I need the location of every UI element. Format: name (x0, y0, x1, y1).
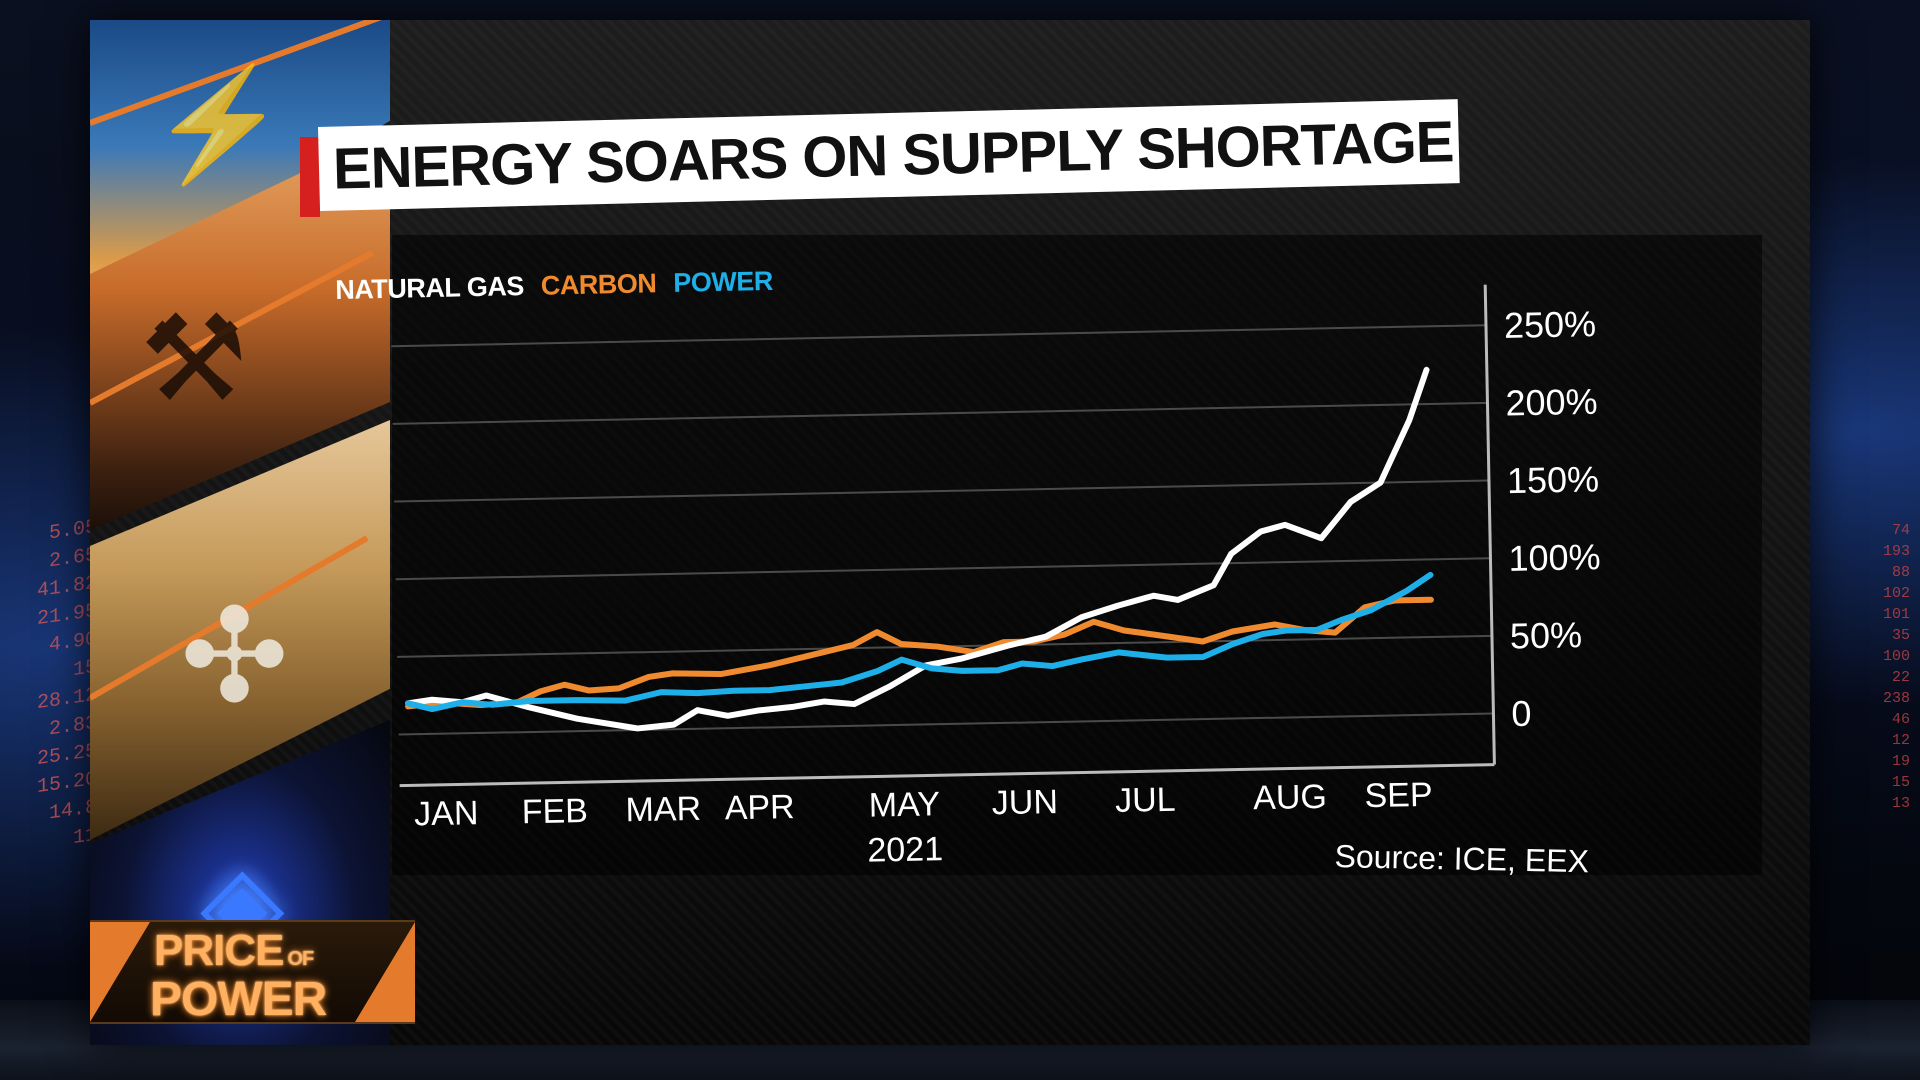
ticker-value: 35 (1891, 627, 1910, 644)
x-axis-year-label: 2021 (867, 830, 943, 869)
headline-accent-bar (300, 137, 320, 217)
photo-collage: ⚡ ⚒ ✣ ◈ (90, 20, 392, 1045)
logo-triangle-left (90, 922, 150, 1022)
ticker-value: 100 (1882, 648, 1910, 665)
y-tick-label: 50% (1510, 614, 1583, 656)
x-tick-label: MAR (625, 790, 701, 829)
ticker-value: 102 (1882, 585, 1910, 602)
x-tick-label: JUL (1115, 781, 1176, 820)
y-tick-label: 100% (1508, 536, 1601, 579)
ticker-value: 46 (1891, 711, 1910, 728)
gridline (398, 712, 1494, 736)
series-line-power (405, 571, 1434, 713)
gridline (391, 324, 1486, 348)
ticker-value: 101 (1882, 606, 1910, 623)
gridline (395, 557, 1491, 581)
ticker-value: 15 (1891, 774, 1910, 791)
x-tick-label: MAY (868, 785, 940, 824)
ticker-value: 238 (1882, 690, 1910, 707)
x-tick-label: FEB (521, 792, 588, 831)
source-note: Source: ICE, EEX (1334, 838, 1590, 880)
x-tick-label: JUN (991, 783, 1058, 822)
x-tick-label: JAN (414, 794, 479, 833)
ticker-value: 88 (1891, 564, 1910, 581)
ticker-value: 19 (1891, 753, 1910, 770)
ticker-value: 74 (1891, 522, 1910, 539)
series-line-carbon (405, 596, 1434, 710)
y-tick-label: 200% (1505, 381, 1598, 424)
y-tick-label: 0 (1511, 693, 1532, 734)
ticker-value: 193 (1882, 543, 1910, 560)
program-logo: PRICE OF POWER (90, 920, 415, 1024)
x-tick-label: SEP (1364, 776, 1433, 815)
ticker-value: 12 (1891, 732, 1910, 749)
logo-line-power: POWER (150, 973, 327, 1024)
ticker-value: 22 (1891, 669, 1910, 686)
series-line-natural-gas (405, 366, 1430, 732)
x-tick-label: APR (724, 788, 795, 827)
y-tick-label: 250% (1504, 303, 1597, 346)
pylon-icon: ⚡ (150, 63, 287, 186)
y-axis-line (1483, 284, 1496, 765)
wind-turbine-icon: ✣ (180, 583, 289, 729)
logo-triangle-right (355, 922, 415, 1022)
ticker-value: 13 (1891, 795, 1910, 812)
gridline (394, 479, 1489, 503)
x-tick-label: AUG (1253, 778, 1327, 817)
logo-line-price: PRICE OF (154, 926, 314, 975)
pumpjack-icon: ⚒ (140, 292, 248, 426)
x-axis-line (399, 763, 1495, 788)
right-ticker-numbers: 74 193 88 102 101 35 100 22 238 46 12 19 15 13 (1820, 520, 1910, 814)
gridline (392, 401, 1488, 425)
y-tick-label: 150% (1507, 458, 1600, 501)
